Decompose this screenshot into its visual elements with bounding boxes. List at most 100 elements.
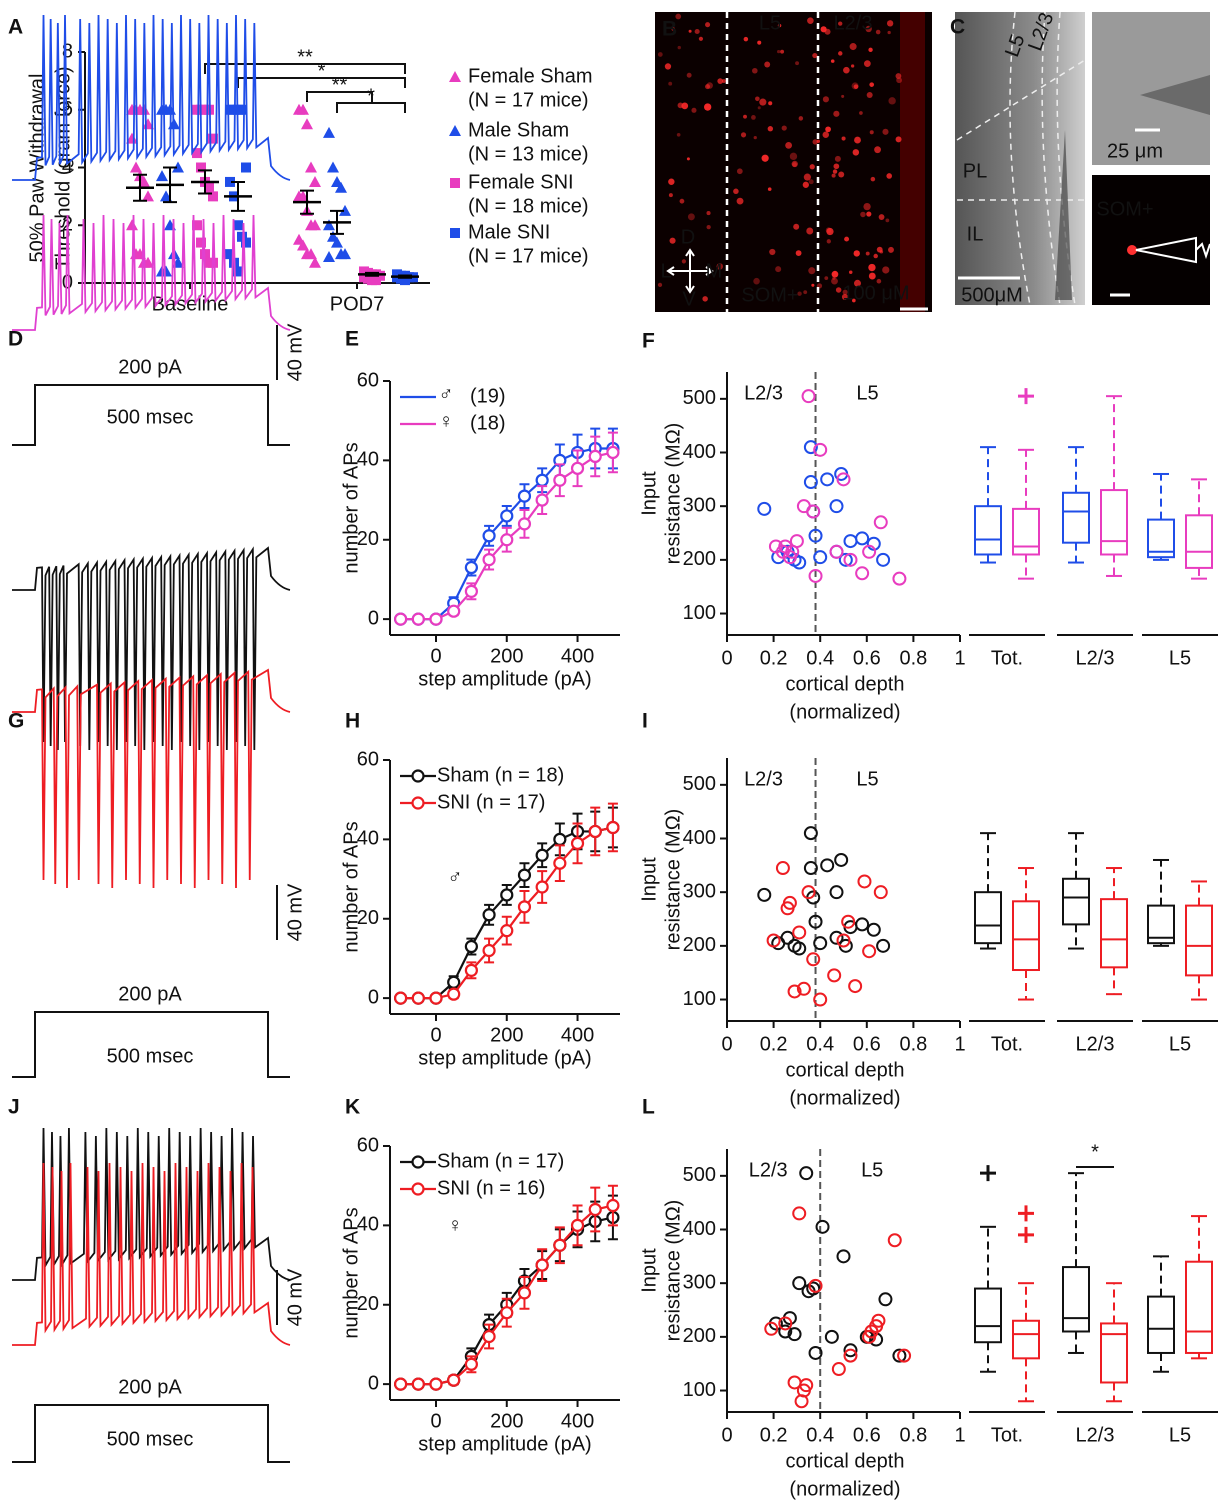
cell [831,270,839,278]
data-point [808,568,823,583]
legend-note: (N = 17 mice) [468,89,589,111]
box [974,891,1002,945]
cell [664,63,672,70]
legend-label: SNI (n = 17) [437,791,545,813]
y-tick-label: 400 [683,1218,716,1240]
box [1185,904,1213,977]
box [1062,1266,1090,1333]
legend-marker [411,769,425,783]
data-point [517,900,532,914]
data-point [838,552,853,567]
data-point [820,472,835,487]
data-point [789,534,804,549]
y-axis-label: resistance (MΩ) [662,1200,684,1342]
cell [808,179,814,185]
pipette-outline [1135,236,1211,264]
data-point [208,133,218,144]
legend-symbol: ♀ [439,410,454,432]
y-axis-label: Input [638,857,660,902]
data-point [803,475,818,490]
data-point [876,938,891,953]
cell [767,187,772,191]
data-point [792,1206,807,1221]
sem-bar [398,274,412,279]
data-point [309,256,321,268]
y-axis-label: number of APs [340,821,362,952]
x-tick-label: 0.6 [853,1424,881,1446]
pipette [1055,130,1072,300]
data-point [464,939,478,954]
cell [669,237,676,244]
data-point [196,162,206,173]
y-tick-label: 8 [62,40,73,62]
y-tick-label: 60 [357,748,379,770]
data-point [766,933,781,948]
legend-marker [449,125,461,136]
data-point [808,1345,823,1360]
data-point [241,162,251,173]
cell [768,101,773,106]
x-tick-label: 400 [561,645,594,667]
y-tick-label: 400 [683,441,716,463]
data-point [848,979,863,994]
data-point [606,1198,620,1213]
cell [853,84,859,89]
data-point [806,1281,821,1296]
legend-note: (19) [470,385,506,407]
image-label: SOM+ [1096,198,1153,220]
voltage-trace [12,668,291,889]
data-point [535,880,549,894]
data-point [225,249,235,260]
data-point [411,991,425,1005]
cell [838,171,845,178]
sem-bar [133,173,147,202]
data-point [803,861,818,876]
cell [706,211,711,216]
cell [795,250,802,256]
x-tick-label: 0.4 [806,1033,834,1055]
cell [681,259,686,264]
box [1100,898,1128,969]
cell [807,17,814,24]
cell [743,114,747,119]
box [1012,507,1040,556]
data-point [297,103,309,115]
cell [797,291,802,296]
cell [705,84,711,90]
box [1012,1319,1040,1360]
data-point [813,992,828,1007]
fluorescence-image [1092,175,1210,305]
cell [841,94,845,98]
cell [687,213,695,221]
y-tick-label: 0 [62,271,73,293]
cell [811,283,815,287]
data-point [500,533,514,547]
cell [859,111,863,115]
cell [812,139,818,145]
cell [895,73,902,79]
group-label: Tot. [991,1033,1023,1055]
data-point [500,888,514,902]
cell [781,125,787,131]
cell [793,223,800,230]
data-point [829,885,844,900]
cell [780,49,785,54]
cell [851,64,855,68]
x-tick-label: 1 [954,647,965,669]
cell [822,96,829,103]
cell [704,103,712,111]
data-point [855,566,870,581]
data-point [429,612,443,626]
group-label: L5 [1169,647,1191,669]
cell [755,96,760,102]
y-tick-label: 100 [683,1379,716,1401]
cell [838,51,843,56]
box [1062,491,1090,544]
cell [681,102,689,110]
cell [757,40,762,45]
data-point [447,1373,461,1387]
data-point [500,924,514,938]
panel-letter: E [345,328,359,351]
data-point [787,1327,802,1342]
cell [865,25,872,33]
